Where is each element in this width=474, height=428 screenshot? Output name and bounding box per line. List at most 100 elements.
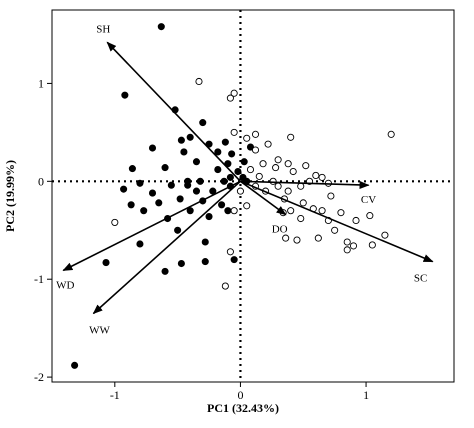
- point-filled: [136, 179, 144, 187]
- point-open: [251, 146, 260, 154]
- point-open: [352, 216, 360, 225]
- point-open: [243, 202, 251, 210]
- point-filled: [230, 256, 238, 264]
- point-filled: [214, 148, 222, 156]
- vector-arrow-sc: [240, 180, 434, 263]
- x-tick-label: -1: [110, 388, 120, 402]
- vector-arrow-sh: [106, 41, 242, 182]
- vector-label-wd: WD: [56, 279, 74, 291]
- point-open: [284, 187, 292, 195]
- point-open: [251, 130, 260, 138]
- point-open: [221, 282, 229, 290]
- point-filled: [192, 187, 201, 195]
- point-filled: [161, 267, 169, 275]
- vector-arrow-do: [239, 180, 287, 216]
- point-open: [302, 162, 310, 170]
- point-open: [111, 218, 119, 226]
- point-filled: [148, 189, 157, 197]
- point-filled: [140, 207, 148, 215]
- point-open: [287, 207, 295, 215]
- point-filled: [127, 201, 135, 209]
- point-filled: [121, 91, 129, 99]
- point-filled: [221, 138, 229, 146]
- point-open: [368, 241, 376, 249]
- vector-arrow-ww: [92, 180, 241, 315]
- point-open: [259, 160, 267, 168]
- point-filled: [234, 167, 242, 176]
- point-open: [312, 171, 320, 179]
- point-open: [272, 164, 280, 172]
- x-tick-label: 0: [237, 388, 243, 402]
- point-open: [226, 94, 234, 102]
- point-open: [230, 207, 238, 215]
- point-filled: [186, 207, 194, 215]
- point-open: [318, 207, 326, 215]
- point-filled: [201, 258, 209, 266]
- axis-ticks: -1 0 1 -2 -1 0 1: [34, 76, 369, 402]
- vector-arrow-wd: [62, 180, 241, 272]
- vector-label-do: DO: [272, 224, 288, 236]
- points-layer: [71, 23, 395, 369]
- point-open: [343, 238, 351, 246]
- point-open: [274, 182, 282, 190]
- point-open: [297, 182, 305, 190]
- point-filled: [224, 207, 232, 215]
- point-open: [297, 214, 305, 223]
- point-filled: [161, 164, 169, 172]
- point-open: [246, 166, 255, 174]
- point-filled: [176, 195, 184, 203]
- x-tick-label: 1: [363, 388, 369, 402]
- point-filled: [220, 177, 228, 185]
- point-filled: [120, 185, 128, 193]
- point-filled: [184, 177, 192, 185]
- vector-label-sh: SH: [96, 23, 110, 35]
- point-filled: [214, 166, 222, 174]
- point-open: [236, 187, 244, 195]
- point-filled: [228, 150, 236, 158]
- point-open: [387, 130, 395, 138]
- point-filled: [136, 240, 144, 248]
- point-open: [284, 160, 292, 168]
- point-filled: [201, 238, 209, 246]
- vector-arrow-cv: [240, 180, 370, 189]
- point-open: [366, 212, 374, 220]
- point-open: [293, 236, 301, 244]
- point-open: [274, 156, 282, 164]
- point-open: [255, 172, 263, 180]
- point-open: [269, 177, 277, 185]
- point-filled: [205, 213, 213, 221]
- point-open: [381, 231, 389, 239]
- point-filled: [174, 226, 182, 234]
- point-filled: [128, 165, 136, 173]
- point-filled: [177, 136, 185, 144]
- point-open: [282, 234, 290, 242]
- point-filled: [180, 148, 188, 156]
- point-open: [343, 246, 351, 254]
- point-open: [230, 89, 238, 97]
- y-axis-title: PC2 (19.99%): [3, 160, 17, 232]
- point-filled: [186, 133, 194, 141]
- y-tick-label: 0: [38, 174, 44, 188]
- point-open: [318, 173, 326, 181]
- point-filled: [155, 199, 163, 207]
- point-open: [314, 234, 322, 242]
- y-tick-label: 1: [38, 76, 44, 90]
- point-filled: [148, 144, 157, 152]
- vector-label-cv: CV: [361, 194, 376, 206]
- point-filled: [218, 201, 226, 209]
- point-filled: [205, 140, 213, 148]
- point-filled: [192, 158, 201, 166]
- vector-label-ww: WW: [89, 324, 110, 336]
- point-filled: [240, 158, 248, 166]
- point-open: [243, 134, 251, 142]
- point-open: [226, 248, 234, 256]
- point-filled: [157, 23, 165, 31]
- point-open: [230, 128, 238, 136]
- point-filled: [71, 361, 79, 369]
- point-filled: [226, 173, 234, 181]
- loading-vectors: SH CV SC DO WD WW: [56, 23, 434, 336]
- point-filled: [224, 160, 232, 168]
- point-open: [337, 209, 345, 217]
- point-filled: [102, 259, 110, 267]
